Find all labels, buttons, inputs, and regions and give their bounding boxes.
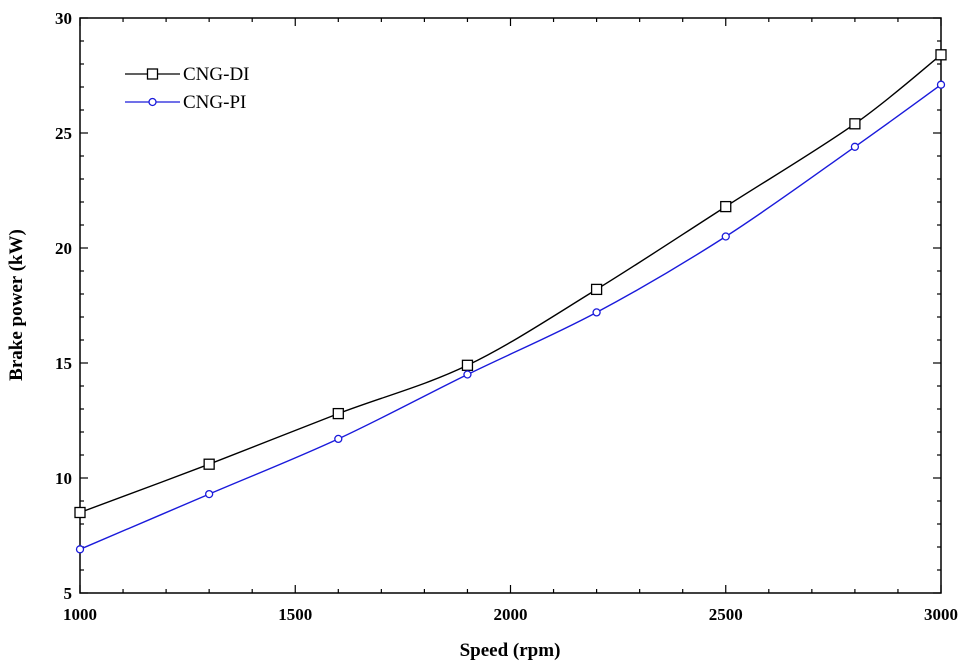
x-tick-label: 1000 xyxy=(63,605,97,624)
y-tick-label: 25 xyxy=(55,124,72,143)
y-tick-label: 20 xyxy=(55,239,72,258)
legend-label-cng-di: CNG-DI xyxy=(183,64,250,85)
data-point-square xyxy=(935,49,947,61)
y-tick-label: 15 xyxy=(55,354,72,373)
data-point-circle xyxy=(936,80,946,89)
series-layer xyxy=(74,49,947,554)
data-point-square xyxy=(849,118,861,130)
data-point-square xyxy=(720,200,732,213)
axis-ticks xyxy=(79,17,942,594)
y-tick-label: 10 xyxy=(55,469,72,488)
data-point-circle xyxy=(75,545,85,554)
x-tick-label: 1500 xyxy=(278,605,312,624)
legend: CNG-DI CNG-PI xyxy=(125,64,250,113)
x-axis-title: Speed (rpm) xyxy=(460,640,561,661)
x-tick-label: 3000 xyxy=(924,605,958,624)
x-tick-label: 2500 xyxy=(709,605,743,624)
data-point-square xyxy=(203,458,215,470)
data-point-circle xyxy=(850,142,860,151)
data-point-circle xyxy=(334,434,343,444)
series-line-1 xyxy=(79,84,942,550)
series-line-0 xyxy=(79,54,942,514)
legend-label-cng-pi: CNG-PI xyxy=(183,92,246,113)
y-axis-title: Brake power (kW) xyxy=(6,229,27,381)
data-point-square xyxy=(332,407,344,420)
legend-marker-cng-pi xyxy=(148,97,157,107)
data-point-circle xyxy=(204,489,214,499)
data-point-square xyxy=(590,283,603,296)
axis-tick-labels: 1000 1500 2000 2500 3000 5 10 15 20 25 30 xyxy=(55,9,958,624)
data-point-circle xyxy=(463,370,472,379)
x-tick-label: 2000 xyxy=(494,605,528,624)
y-tick-label: 30 xyxy=(55,9,72,28)
data-point-square xyxy=(461,359,474,371)
y-tick-label: 5 xyxy=(64,584,73,603)
data-point-square xyxy=(74,506,86,519)
legend-marker-cng-di xyxy=(146,68,159,80)
data-point-circle xyxy=(592,308,601,317)
data-point-circle xyxy=(721,232,730,241)
